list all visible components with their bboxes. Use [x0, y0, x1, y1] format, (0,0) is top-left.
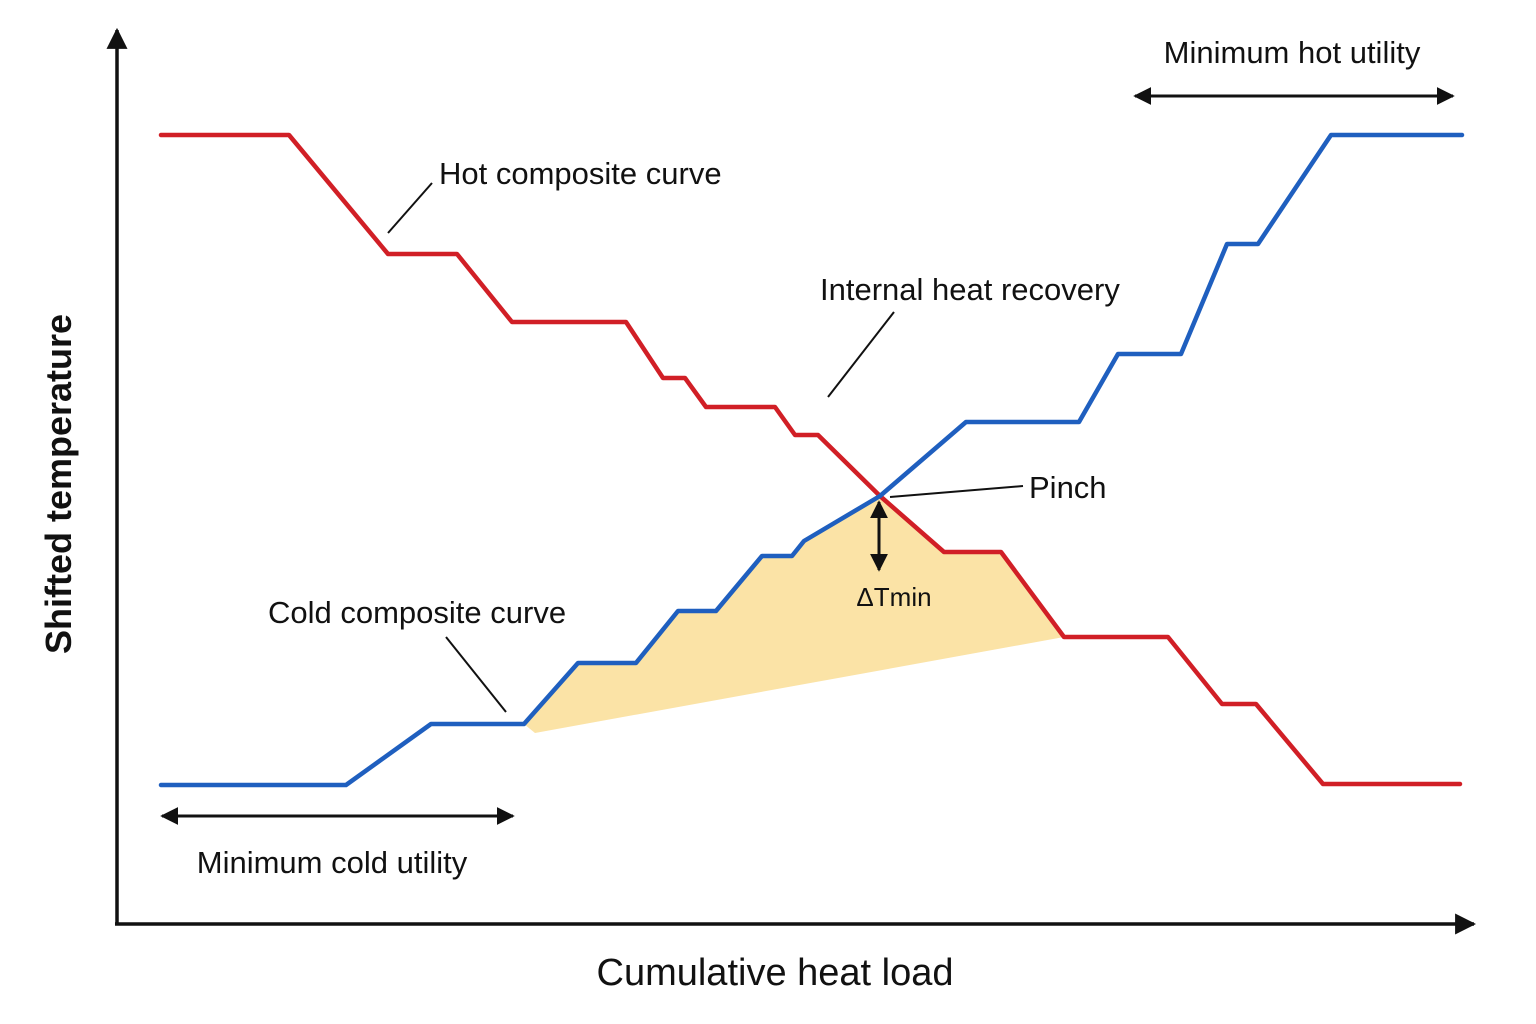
cold-curve-leader	[445, 636, 507, 713]
x-axis-label: Cumulative heat load	[597, 952, 954, 994]
hot-curve-leader	[387, 182, 433, 234]
pinch-leader	[889, 485, 1024, 498]
heat-recovery-region	[524, 496, 1064, 733]
recovery-leader	[827, 311, 895, 398]
cold-composite-curve	[158, 132, 1465, 788]
recovery-label: Internal heat recovery	[820, 272, 1120, 307]
min-cold-utility-label: Minimum cold utility	[197, 845, 468, 880]
pinch-label: Pinch	[1029, 470, 1107, 505]
hot-composite-curve	[158, 132, 1463, 787]
dtmin-label: ΔTmin	[856, 582, 931, 612]
min-hot-utility-label: Minimum hot utility	[1164, 35, 1421, 70]
y-axis-label: Shifted temperature	[38, 314, 79, 654]
hot-curve-label: Hot composite curve	[439, 156, 722, 191]
cold-curve-label: Cold composite curve	[268, 595, 566, 630]
